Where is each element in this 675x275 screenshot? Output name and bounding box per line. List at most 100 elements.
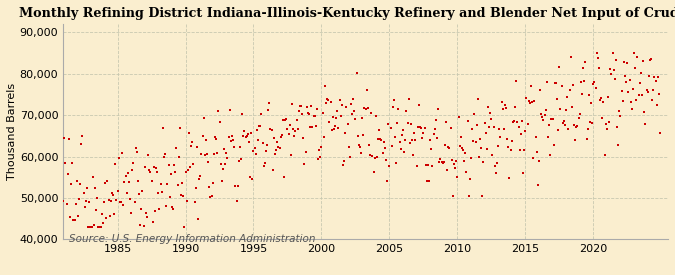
Point bbox=[360, 107, 371, 112]
Point bbox=[398, 128, 408, 132]
Point bbox=[359, 106, 370, 111]
Point bbox=[150, 209, 161, 213]
Point bbox=[362, 105, 373, 110]
Point bbox=[551, 81, 562, 85]
Point bbox=[546, 117, 557, 122]
Point bbox=[346, 102, 356, 106]
Point bbox=[313, 157, 323, 161]
Point bbox=[255, 124, 266, 128]
Point bbox=[417, 136, 428, 141]
Point bbox=[238, 134, 248, 139]
Point bbox=[556, 83, 567, 88]
Point bbox=[643, 90, 653, 95]
Point bbox=[446, 157, 457, 162]
Point bbox=[192, 216, 203, 221]
Point bbox=[600, 122, 611, 126]
Point bbox=[628, 87, 639, 92]
Point bbox=[640, 122, 651, 126]
Point bbox=[443, 145, 454, 149]
Point bbox=[464, 176, 475, 181]
Point bbox=[611, 58, 622, 62]
Point bbox=[75, 182, 86, 186]
Point bbox=[309, 114, 320, 118]
Point bbox=[402, 121, 413, 125]
Point bbox=[571, 125, 582, 129]
Point bbox=[528, 156, 539, 161]
Point bbox=[421, 178, 432, 183]
Point bbox=[444, 146, 455, 150]
Point bbox=[628, 51, 639, 55]
Point bbox=[145, 170, 156, 175]
Point bbox=[180, 170, 191, 174]
Point bbox=[326, 128, 337, 133]
Point bbox=[586, 101, 597, 106]
Point bbox=[477, 193, 488, 198]
Point bbox=[572, 123, 583, 128]
Point bbox=[240, 134, 251, 139]
Point bbox=[72, 179, 82, 183]
Point bbox=[119, 180, 130, 184]
Text: Source: U.S. Energy Information Administration: Source: U.S. Energy Information Administ… bbox=[70, 234, 316, 244]
Point bbox=[475, 137, 485, 141]
Point bbox=[548, 143, 559, 147]
Point bbox=[456, 135, 466, 139]
Point bbox=[112, 189, 123, 193]
Point bbox=[568, 83, 578, 87]
Point bbox=[188, 161, 199, 166]
Point bbox=[118, 203, 129, 207]
Point bbox=[284, 123, 295, 127]
Point bbox=[618, 99, 628, 103]
Point bbox=[513, 125, 524, 129]
Point bbox=[504, 176, 515, 180]
Point bbox=[593, 56, 603, 60]
Point bbox=[199, 153, 210, 157]
Point bbox=[436, 160, 447, 164]
Point bbox=[60, 161, 71, 166]
Point bbox=[514, 148, 525, 152]
Point bbox=[425, 138, 435, 142]
Point bbox=[576, 92, 587, 96]
Point bbox=[373, 137, 383, 141]
Point bbox=[58, 199, 69, 204]
Point bbox=[184, 130, 194, 135]
Point bbox=[230, 184, 241, 189]
Point bbox=[364, 142, 375, 147]
Point bbox=[568, 123, 579, 127]
Point bbox=[140, 211, 151, 215]
Point bbox=[381, 158, 392, 163]
Point bbox=[342, 122, 353, 127]
Point bbox=[100, 181, 111, 185]
Point bbox=[244, 140, 254, 144]
Point bbox=[481, 147, 492, 151]
Point bbox=[453, 114, 464, 119]
Point bbox=[385, 126, 396, 131]
Point bbox=[142, 153, 153, 158]
Point bbox=[439, 143, 450, 148]
Point bbox=[182, 168, 193, 172]
Point bbox=[153, 191, 164, 195]
Point bbox=[446, 125, 456, 130]
Point bbox=[288, 127, 298, 131]
Point bbox=[561, 108, 572, 112]
Point bbox=[335, 114, 346, 119]
Point bbox=[472, 97, 483, 101]
Point bbox=[147, 220, 158, 224]
Point bbox=[88, 223, 99, 228]
Point bbox=[86, 225, 97, 229]
Point bbox=[277, 118, 288, 122]
Point bbox=[583, 127, 593, 131]
Point bbox=[254, 124, 265, 128]
Point bbox=[219, 147, 230, 151]
Point bbox=[655, 131, 666, 135]
Point bbox=[93, 225, 104, 229]
Point bbox=[161, 204, 171, 208]
Point bbox=[454, 144, 465, 148]
Point bbox=[165, 172, 176, 176]
Point bbox=[209, 152, 219, 156]
Point bbox=[135, 223, 146, 227]
Point bbox=[456, 145, 467, 150]
Point bbox=[187, 140, 198, 144]
Point bbox=[613, 143, 624, 147]
Point bbox=[419, 126, 430, 130]
Point bbox=[383, 122, 394, 127]
